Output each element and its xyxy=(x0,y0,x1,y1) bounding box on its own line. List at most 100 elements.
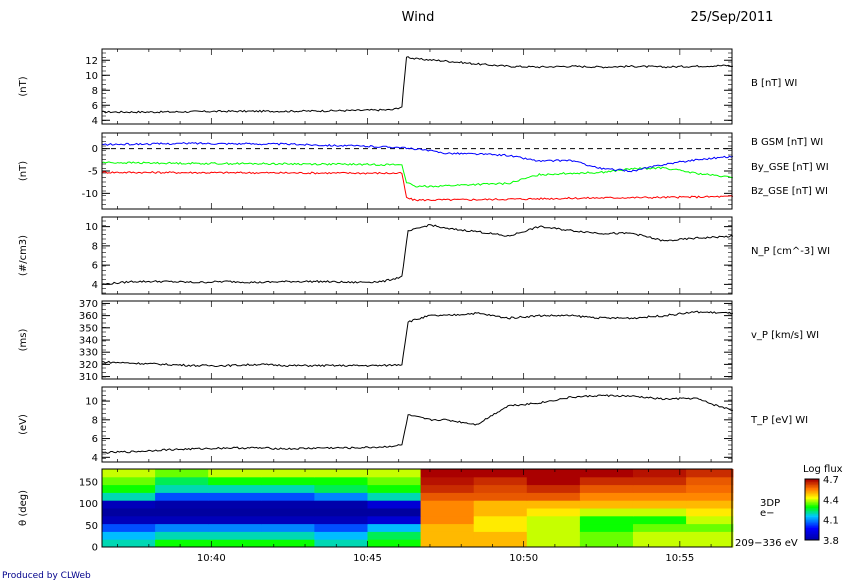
colorbar-swatch xyxy=(805,524,819,527)
heatmap-cell xyxy=(632,484,687,493)
y-tick-label: 6 xyxy=(92,434,98,445)
heatmap-cell xyxy=(579,469,634,478)
heatmap-cell xyxy=(526,515,581,525)
heatmap-cell xyxy=(686,476,734,486)
heatmap-cell xyxy=(261,476,315,486)
energy-range-label: 209−336 eV xyxy=(735,538,798,549)
panel-frame xyxy=(101,468,733,548)
y-tick-label: 10 xyxy=(85,71,98,82)
colorbar-swatch xyxy=(805,479,819,482)
x-tick-label: 10:40 xyxy=(197,553,226,564)
heatmap-cell xyxy=(102,508,156,517)
colorbar-swatch xyxy=(805,491,819,494)
heatmap-cell xyxy=(367,539,422,548)
heatmap-cell xyxy=(367,500,422,509)
heatmap-cell xyxy=(314,508,368,517)
heatmap-cell xyxy=(102,484,156,493)
heatmap-cell xyxy=(473,492,528,501)
heatmap-cell xyxy=(579,476,634,486)
heatmap-cell xyxy=(314,523,368,532)
heatmap-cell xyxy=(367,531,422,540)
colorbar-swatch xyxy=(805,512,819,515)
y-tick-label: 4 xyxy=(92,116,98,127)
y-axis-label: (#/cm3) xyxy=(18,235,29,276)
heatmap-cell xyxy=(420,539,475,548)
colorbar-swatch xyxy=(805,526,819,529)
heatmap-cell xyxy=(632,523,687,532)
colorbar-swatch xyxy=(805,520,819,523)
heatmap-cell xyxy=(526,531,581,540)
series-line-0 xyxy=(101,224,734,286)
colorbar-swatch xyxy=(805,506,819,509)
heatmap-cell xyxy=(314,515,368,525)
colorbar-tick-label: 4.4 xyxy=(823,495,839,506)
colorbar-swatch xyxy=(805,530,819,533)
panel-frame xyxy=(101,386,733,463)
heatmap-cell xyxy=(208,539,262,548)
heatmap-cell xyxy=(367,492,422,501)
heatmap-cell xyxy=(579,484,634,493)
panel-frame xyxy=(101,216,733,295)
heatmap-cell xyxy=(686,515,734,525)
heatmap-cell xyxy=(420,531,475,540)
y-tick-label: 6 xyxy=(92,101,98,112)
heatmap-cell xyxy=(261,492,315,501)
heatmap-cell xyxy=(155,523,209,532)
series-line-0 xyxy=(101,310,734,368)
colorbar-swatch xyxy=(805,495,819,498)
heatmap-cell xyxy=(526,523,581,532)
legend-label: Bz_GSE [nT] WI xyxy=(751,186,828,197)
heatmap-cell xyxy=(526,508,581,517)
heatmap-cell xyxy=(473,469,528,478)
heatmap-cell xyxy=(155,515,209,525)
heatmap-cell xyxy=(261,539,315,548)
y-tick-label: 360 xyxy=(79,311,98,322)
y-tick-label: 8 xyxy=(92,86,98,97)
y-tick-label: 320 xyxy=(79,360,98,371)
heatmap-cell xyxy=(686,539,734,548)
heatmap-cell xyxy=(473,531,528,540)
heatmap-cell xyxy=(579,523,634,532)
heatmap-cell xyxy=(420,523,475,532)
y-tick-label: 10 xyxy=(85,222,98,233)
series-line-0 xyxy=(101,56,733,114)
heatmap-cell xyxy=(632,515,687,525)
colorbar-swatch xyxy=(805,523,819,526)
y-tick-label: -10 xyxy=(82,189,98,200)
heatmap-cell xyxy=(632,531,687,540)
heatmap-cell xyxy=(686,508,734,517)
heatmap-cell xyxy=(473,539,528,548)
heatmap-cell xyxy=(208,515,262,525)
heatmap-cell xyxy=(155,484,209,493)
colorbar-swatch xyxy=(805,527,819,530)
heatmap-cell xyxy=(314,492,368,501)
heatmap-cell xyxy=(686,484,734,493)
heatmap-cell xyxy=(526,539,581,548)
y-tick-label: 4 xyxy=(92,453,98,464)
heatmap-cell xyxy=(208,484,262,493)
heatmap-cell xyxy=(632,492,687,501)
colorbar-frame xyxy=(804,478,820,541)
heatmap-cell xyxy=(579,508,634,517)
colorbar-swatch xyxy=(805,492,819,495)
y-axis-label: θ (deg) xyxy=(18,490,29,526)
heatmap-cell xyxy=(686,523,734,532)
colorbar-swatch xyxy=(805,536,819,539)
y-tick-label: 310 xyxy=(79,372,98,383)
y-axis-label: (nT) xyxy=(18,76,29,96)
heatmap-cell xyxy=(314,484,368,493)
heatmap-cell xyxy=(155,508,209,517)
y-tick-label: 150 xyxy=(79,478,98,489)
y-tick-label: 340 xyxy=(79,336,98,347)
y-tick-label: 50 xyxy=(85,521,98,532)
heatmap-cell xyxy=(526,469,581,478)
heatmap-cell xyxy=(208,523,262,532)
heatmap-cell xyxy=(314,476,368,486)
heatmap-cell xyxy=(686,500,734,509)
heatmap-cell xyxy=(261,500,315,509)
colorbar-swatch xyxy=(805,511,819,514)
y-tick-label: 370 xyxy=(79,299,98,310)
heatmap-cell xyxy=(686,469,734,478)
series-line-2 xyxy=(101,142,734,173)
x-tick-label: 10:50 xyxy=(509,553,538,564)
